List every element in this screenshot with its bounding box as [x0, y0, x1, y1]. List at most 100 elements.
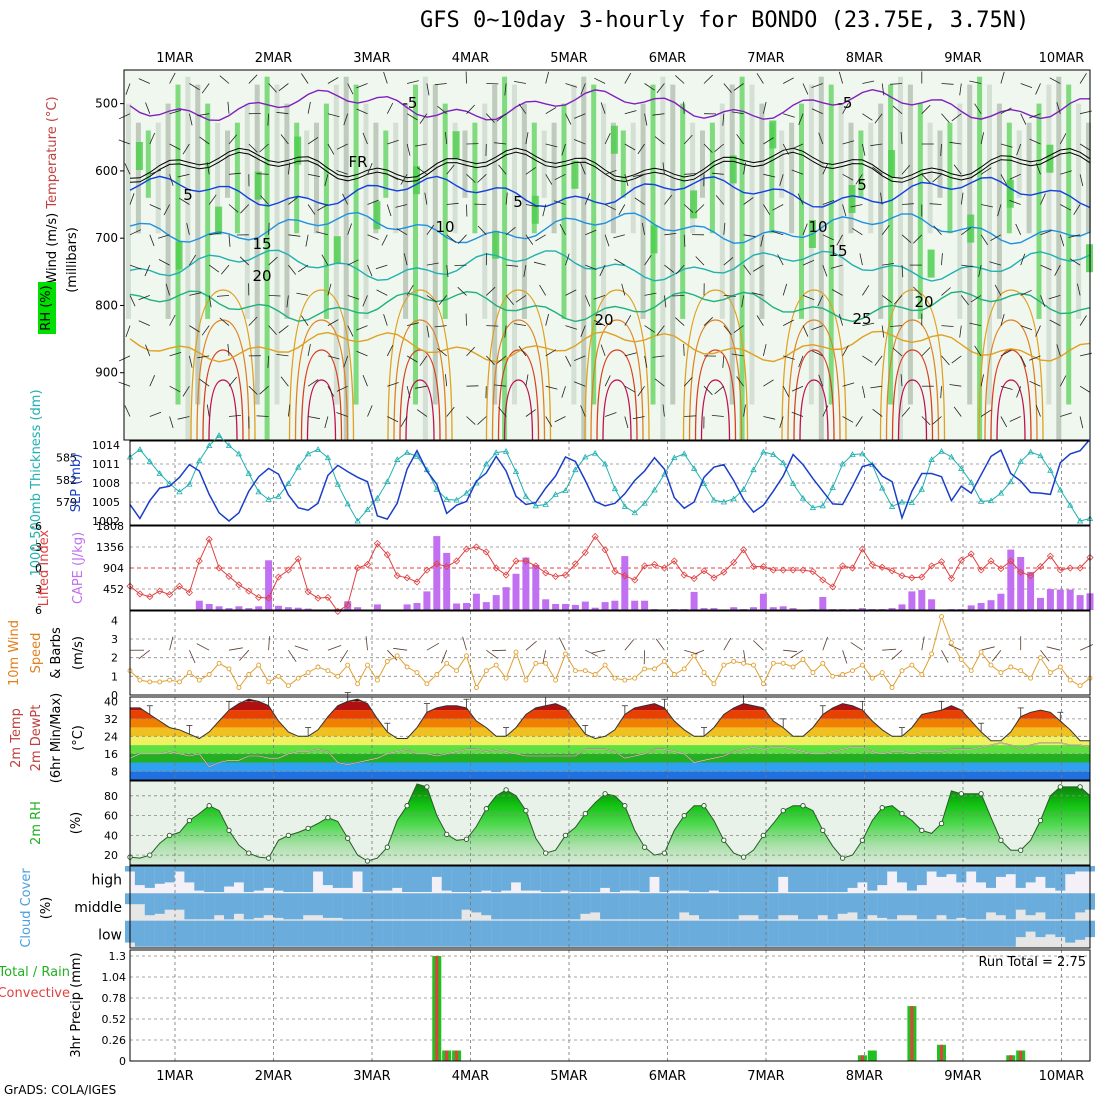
thickness-marker [1067, 501, 1074, 508]
wind-barb [1029, 355, 1041, 361]
lifted-index-marker [937, 558, 946, 566]
rh-shade-column [422, 76, 428, 440]
thickness-marker [938, 448, 945, 454]
lifted-index-marker [195, 557, 203, 565]
wind-barb [941, 325, 954, 327]
rh-shade-column [927, 122, 933, 234]
wind-barb [426, 224, 435, 236]
temp-ylabel-4: (°C) [71, 725, 86, 751]
wind-barb [1059, 133, 1067, 145]
wind-barb [426, 295, 437, 303]
cloud-cover-bar [550, 920, 561, 947]
wind-barb [711, 415, 724, 417]
thickness-marker [562, 487, 569, 493]
cloud-cover-bar [431, 866, 442, 877]
wind-speed-marker [958, 657, 964, 662]
wind-barb [771, 230, 784, 236]
wind-barb [383, 71, 388, 84]
lifted-index-marker [393, 572, 401, 580]
cloud-cover-bar [511, 893, 521, 920]
cloud-cover-bar [679, 866, 690, 891]
pressure-tick-label: 800 [95, 298, 118, 312]
temperature-contour-warm [891, 349, 934, 441]
wind-barb [347, 83, 354, 95]
wind-barb [477, 225, 487, 236]
precip-ylabel: 3hr Precip (mm) [69, 952, 84, 1057]
wind-barb-10m [196, 643, 210, 651]
wind-barb [496, 113, 507, 122]
cloud-cover-bar [134, 920, 145, 947]
cape-bar [205, 604, 213, 610]
date-label-top: 3MAR [353, 51, 390, 66]
wind-barb [637, 385, 645, 397]
temperature-contour [129, 290, 1091, 323]
wind-barb [248, 74, 258, 84]
rh-shade-column [709, 122, 715, 234]
wind-barb [1015, 223, 1022, 235]
wind-barb-10m [891, 649, 903, 660]
wind-barb-10m [723, 637, 732, 651]
wind-barb [177, 173, 190, 178]
rh-marker [641, 844, 648, 850]
rh-shade-column [304, 130, 310, 198]
wind-barb [1000, 385, 1013, 390]
rh-marker [543, 850, 549, 856]
wind-barb [604, 133, 611, 145]
cloud-cover-bar [263, 893, 274, 916]
wind-barb-10m [921, 636, 925, 651]
cloud-cover-bar [718, 920, 729, 947]
wind-speed-marker [266, 679, 272, 685]
lifted-index-marker [453, 557, 461, 565]
temperature-contour-warm [682, 289, 749, 441]
cloud-cover-bar [372, 866, 383, 891]
cloud-cover-bar [451, 893, 462, 920]
lifted-index-marker [660, 564, 668, 572]
contour-label: 5 [857, 176, 867, 194]
temperature-contour-warm [984, 319, 1038, 441]
temp-band [130, 727, 1090, 737]
lifted-index-marker [413, 578, 421, 586]
cloud-cover-bar [738, 920, 749, 947]
thickness-marker [324, 454, 332, 461]
lifted-index-marker [1007, 557, 1015, 565]
wind-speed-marker [473, 685, 479, 690]
lifted-index-marker [839, 562, 847, 570]
wind-speed-marker [256, 662, 262, 668]
wind-barb [297, 264, 309, 273]
wind-barb [644, 325, 655, 333]
wind-barb [149, 132, 156, 145]
temperature-contour-warm [885, 319, 940, 441]
wind-speed-marker [1047, 670, 1053, 676]
wind-barb [486, 355, 495, 365]
cloud-cover-bar [1075, 866, 1086, 872]
wind-barb [494, 142, 507, 145]
thickness-marker [908, 499, 916, 506]
cape-bar [779, 606, 787, 610]
rh-marker [305, 825, 311, 832]
li-tick-label: 3 [35, 583, 42, 596]
wind-barb [850, 204, 863, 208]
rh-shade-column [1076, 103, 1082, 319]
cloud-cover-bar [303, 920, 314, 947]
wind-barb [356, 350, 368, 357]
wind-barb [169, 352, 182, 357]
rh-marker [899, 810, 905, 817]
cape-tick-label: 452 [103, 583, 124, 596]
wind-speed-marker [394, 653, 400, 659]
temp-tick-label: 32 [104, 713, 118, 726]
lifted-index-marker [1027, 572, 1035, 580]
wind-barb [842, 204, 847, 217]
cloud-cover-bar [916, 920, 927, 947]
wind-speed-marker [355, 681, 361, 687]
wind-barb-10m [941, 650, 949, 663]
lifted-index-marker [324, 593, 332, 601]
cloud-cover-bar [936, 920, 947, 947]
wind-barb [624, 315, 632, 326]
cloud-layer-label: high [91, 873, 122, 889]
cloud-cover-bar [926, 893, 937, 920]
temperature-contour [129, 330, 1091, 363]
cloud-cover-bar [946, 866, 957, 875]
wind-barb [486, 113, 495, 123]
wind-barb [613, 234, 625, 239]
cloud-cover-bar [491, 920, 502, 947]
